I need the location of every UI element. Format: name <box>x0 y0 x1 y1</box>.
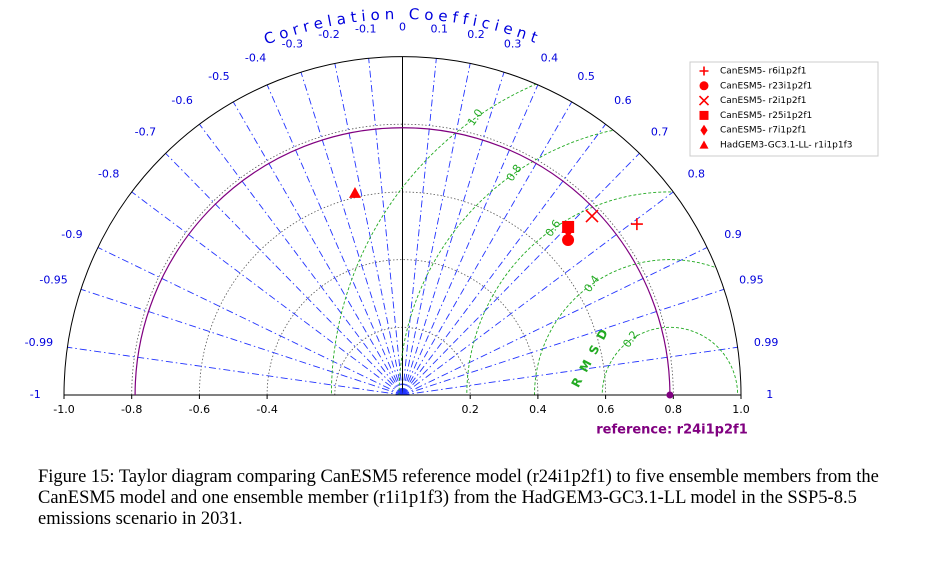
rmsd-tick-label: 1.0 <box>465 107 486 129</box>
x-tick-label: -1.0 <box>53 403 74 416</box>
x-tick-label: 0.2 <box>461 403 479 416</box>
data-point <box>585 209 599 223</box>
corr-tick-label: 0.6 <box>614 94 632 107</box>
corr-tick-label: -0.4 <box>245 51 266 64</box>
x-tick-label: -0.4 <box>256 403 277 416</box>
corr-grid-line <box>402 63 471 396</box>
taylor-diagram: Correlation Coefficient -1-0.99-0.95-0.9… <box>25 4 879 438</box>
legend-marker <box>699 110 709 120</box>
reference-arc <box>134 126 671 396</box>
corr-tick-label: -0.7 <box>135 126 156 139</box>
legend-box <box>689 61 879 157</box>
rmsd-tick-label: 0.6 <box>543 217 564 239</box>
corr-tick-label: -0.5 <box>208 70 229 83</box>
x-tick-label: 0.8 <box>665 403 683 416</box>
corr-grid-line <box>402 58 437 396</box>
rmsd-arc <box>534 259 741 395</box>
corr-grid-line <box>131 191 403 396</box>
corr-tick-label: -1 <box>30 388 41 401</box>
x-tick-label: 0.6 <box>597 403 615 416</box>
corr-grid-line <box>80 288 403 396</box>
x-tick-label: -0.8 <box>121 403 142 416</box>
reference-label: reference: r24i1p2f1 <box>596 423 748 438</box>
corr-grid-line <box>300 71 403 396</box>
legend-marker <box>699 140 709 149</box>
corr-tick-label: -0.1 <box>355 23 376 36</box>
x-tick-label: 0.4 <box>529 403 547 416</box>
legend-label: HadGEM3-GC3.1-LL- r1i1p1f3 <box>720 141 853 151</box>
legend-label: CanESM5- r23i1p2f1 <box>720 81 812 91</box>
rmsd-tick-label: 0.4 <box>581 273 602 295</box>
corr-grid-line <box>402 346 738 396</box>
legend-marker <box>700 124 708 136</box>
corr-grid-line <box>67 346 403 396</box>
corr-tick-label: -0.9 <box>61 228 82 241</box>
corr-grid-line <box>402 191 674 396</box>
corr-tick-label: 0.8 <box>688 168 706 181</box>
corr-grid-line <box>165 152 403 396</box>
corr-grid-line <box>402 123 606 396</box>
corr-grid-line <box>266 84 403 396</box>
corr-grid-line <box>334 63 403 396</box>
std-grid-arc <box>131 123 674 396</box>
data-point <box>562 233 575 246</box>
corr-grid-line <box>402 288 725 396</box>
legend-label: CanESM5- r7i1p2f1 <box>720 126 807 136</box>
legend-marker <box>698 95 710 106</box>
corr-tick-label: -0.8 <box>98 168 119 181</box>
corr-tick-label: -0.99 <box>25 336 53 349</box>
corr-grid-line <box>402 84 539 396</box>
rmsd-arc <box>466 191 741 395</box>
corr-tick-label: -0.2 <box>318 28 339 41</box>
data-point <box>348 187 361 198</box>
legend-marker <box>699 81 709 91</box>
x-tick-label: 1.0 <box>732 403 750 416</box>
corr-tick-label: 0.5 <box>577 70 595 83</box>
reference-point <box>666 391 674 399</box>
corr-tick-label: 0.95 <box>739 273 764 286</box>
corr-grid-line <box>402 247 708 396</box>
corr-grid-line <box>402 71 505 396</box>
corr-tick-label: -0.6 <box>171 94 192 107</box>
corr-tick-label: 0.7 <box>651 126 669 139</box>
x-tick-label: -0.6 <box>189 403 210 416</box>
data-point <box>563 223 574 238</box>
corr-grid-line <box>232 101 403 396</box>
corr-tick-label: 0.1 <box>430 23 448 36</box>
corr-tick-label: 0.9 <box>724 228 742 241</box>
corr-tick-label: -0.3 <box>282 38 303 51</box>
corr-tick-label: 0.2 <box>467 28 485 41</box>
legend-label: CanESM5- r6i1p2f1 <box>720 67 807 77</box>
std-grid-arc <box>266 259 539 396</box>
corr-tick-label: 0 <box>399 21 406 34</box>
rmsd-tick-label: 0.8 <box>504 162 525 184</box>
corr-tick-label: 1 <box>766 388 773 401</box>
corr-tick-label: 0.4 <box>541 51 559 64</box>
corr-grid-line <box>402 101 573 396</box>
corr-grid-line <box>368 58 403 396</box>
rmsd-label: RMSD <box>569 320 615 390</box>
corr-tick-label: -0.95 <box>39 273 67 286</box>
legend-label: CanESM5- r25i1p2f1 <box>720 111 812 121</box>
corr-tick-label: 0.99 <box>754 336 779 349</box>
rmsd-tick-label: 0.2 <box>620 328 641 350</box>
outer-arc <box>63 56 742 396</box>
corr-tick-label: 0.3 <box>504 38 522 51</box>
corr-grid-line <box>402 152 640 396</box>
legend-marker <box>699 66 709 76</box>
corr-grid-line <box>97 247 403 396</box>
corr-grid-line <box>199 123 403 396</box>
data-point <box>630 218 643 231</box>
caption: Figure 15: Taylor diagram comparing CanE… <box>38 467 879 529</box>
legend-label: CanESM5- r2i1p2f1 <box>720 96 807 106</box>
